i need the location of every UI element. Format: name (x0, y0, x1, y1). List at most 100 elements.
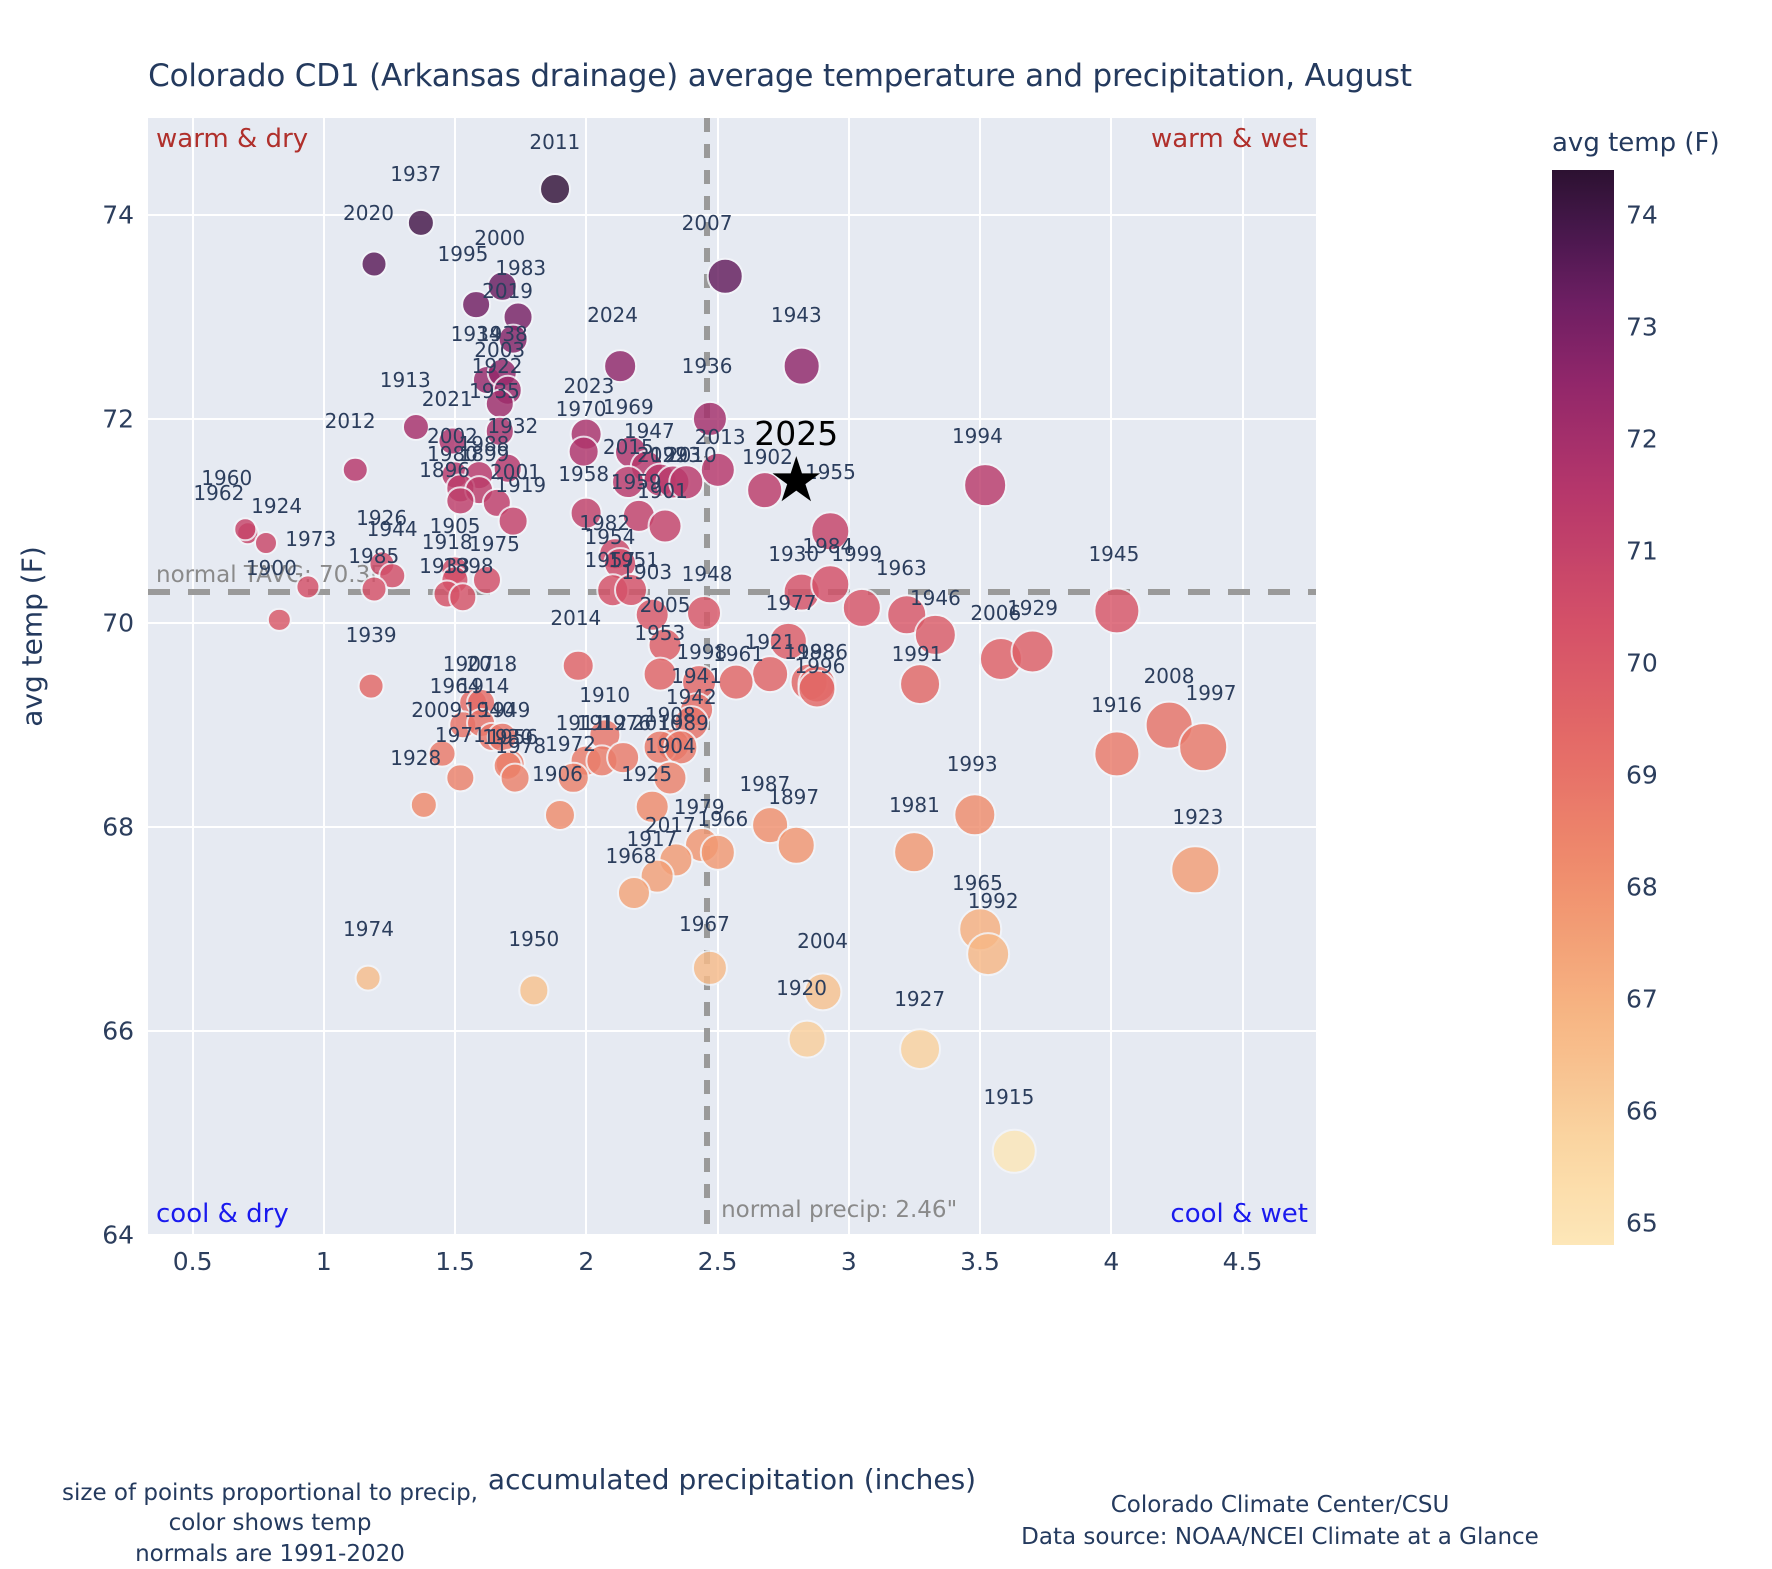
data-point-label: 2022 (636, 442, 688, 467)
data-point-label: 1993 (946, 751, 998, 776)
data-point-label: 1971 (434, 723, 486, 748)
data-point-label: 1918 (421, 529, 473, 554)
data-point-label: 1980 (427, 441, 478, 466)
data-point-label: 1921 (744, 629, 796, 654)
data-point (471, 565, 502, 596)
data-point (787, 1019, 827, 1059)
data-point-label: 1899 (458, 441, 510, 466)
data-point (634, 597, 670, 633)
data-point (518, 974, 550, 1006)
data-point-label: 1992 (967, 888, 1019, 913)
colorbar (1552, 170, 1614, 1245)
y-gridline (148, 213, 1316, 216)
data-point (355, 964, 382, 992)
data-point (357, 672, 385, 700)
quadrant-label-cool-wet: cool & wet (1170, 1199, 1308, 1229)
data-point-label: 1913 (379, 368, 431, 393)
data-point (445, 485, 475, 516)
footnote-left-line-1: size of points proportional to precip, (62, 1480, 478, 1506)
data-point-label: 1944 (366, 517, 418, 542)
data-point (538, 173, 571, 206)
data-point-label: 1983 (495, 256, 547, 281)
data-point-label: 1930 (482, 725, 534, 750)
data-point-label: 1972 (545, 731, 597, 756)
data-point (691, 400, 728, 437)
data-point-label: 1906 (532, 762, 583, 787)
data-point (606, 740, 640, 775)
data-point (233, 517, 257, 541)
data-point (544, 798, 577, 831)
data-point-label: 1920 (776, 976, 827, 1001)
data-point (611, 465, 646, 500)
data-point (295, 574, 321, 600)
data-point (699, 451, 736, 489)
data-point (497, 505, 529, 537)
data-point (717, 663, 755, 701)
data-point (406, 208, 436, 238)
data-point-label: 1959 (610, 470, 662, 495)
colorbar-tick: 68 (1626, 872, 1658, 902)
colorbar-tick: 65 (1626, 1208, 1658, 1238)
data-point-label: 1933 (419, 554, 471, 579)
data-point (360, 575, 388, 603)
data-point-label: 2017 (644, 813, 696, 838)
x-axis-label: accumulated precipitation (inches) (487, 1463, 977, 1496)
data-point-label: 1998 (676, 639, 728, 664)
normal-tavg-label: normal TAVG: 70.3F (156, 562, 384, 589)
data-point-label: 1925 (621, 762, 673, 787)
data-point-label: 1932 (487, 414, 539, 439)
data-point-label: 1916 (1091, 692, 1142, 717)
data-point-label: 1963 (875, 556, 927, 581)
data-point-label: 1902 (741, 444, 793, 469)
colorbar-tick: 74 (1626, 200, 1658, 230)
data-point-label: 1964 (429, 674, 481, 699)
data-point-label: 1951 (608, 547, 660, 572)
data-point (751, 806, 789, 844)
data-point (1092, 729, 1141, 778)
data-point-label: 1903 (621, 560, 673, 585)
colorbar-tick: 72 (1626, 424, 1658, 454)
data-point-label: 1955 (804, 460, 856, 485)
y-axis-label: avg temp (F) (15, 546, 49, 727)
data-point-label: 1993 (650, 442, 702, 467)
data-point (810, 511, 851, 551)
data-point-label: 2015 (602, 434, 654, 459)
data-point-label: 1919 (495, 473, 547, 498)
footnote-left-line-3: normals are 1991-2020 (135, 1540, 405, 1567)
data-point-label: 1934 (450, 322, 502, 347)
data-point-label: 1986 (797, 639, 848, 664)
data-point-label: 1914 (458, 674, 510, 699)
normal-tavg-line (148, 589, 1316, 596)
data-point-label: 1908 (644, 702, 696, 727)
data-point-label: 1975 (469, 531, 520, 556)
data-point (427, 739, 457, 768)
data-point-label: 1970 (555, 396, 607, 421)
data-point-label: 1957 (584, 547, 636, 572)
data-point-label: 1973 (285, 527, 337, 552)
data-point-label: 2020 (343, 201, 394, 226)
data-point (634, 789, 670, 824)
x-axis-tick: 3.5 (960, 1247, 1000, 1276)
quadrant-label-warm-wet: warm & wet (1150, 124, 1308, 154)
data-point-label: 1935 (469, 378, 520, 403)
data-point-label: 1945 (1088, 541, 1140, 566)
data-point (647, 508, 683, 544)
data-point-label: 1915 (983, 1085, 1035, 1110)
x-gridline (191, 118, 194, 1235)
data-point-label: 2023 (563, 374, 615, 399)
data-point-label: 2001 (490, 460, 541, 485)
footnote-right: Colorado Climate Center/CSU Data source:… (1000, 1490, 1560, 1553)
data-point-label: 1958 (558, 462, 610, 487)
data-point-label: 1994 (951, 424, 1003, 449)
data-point (1170, 845, 1220, 895)
data-point-label: 2010 (665, 442, 717, 467)
data-point (1010, 629, 1055, 674)
data-point (953, 793, 997, 837)
colorbar-tick: 73 (1626, 312, 1658, 342)
data-point-label: 1977 (765, 590, 817, 615)
y-axis-tick: 66 (102, 1016, 134, 1046)
data-point-label: 1989 (657, 711, 709, 736)
data-point-label: 2009 (411, 697, 463, 722)
data-point-label: 1927 (894, 986, 946, 1011)
data-point-label: 1969 (602, 394, 654, 419)
